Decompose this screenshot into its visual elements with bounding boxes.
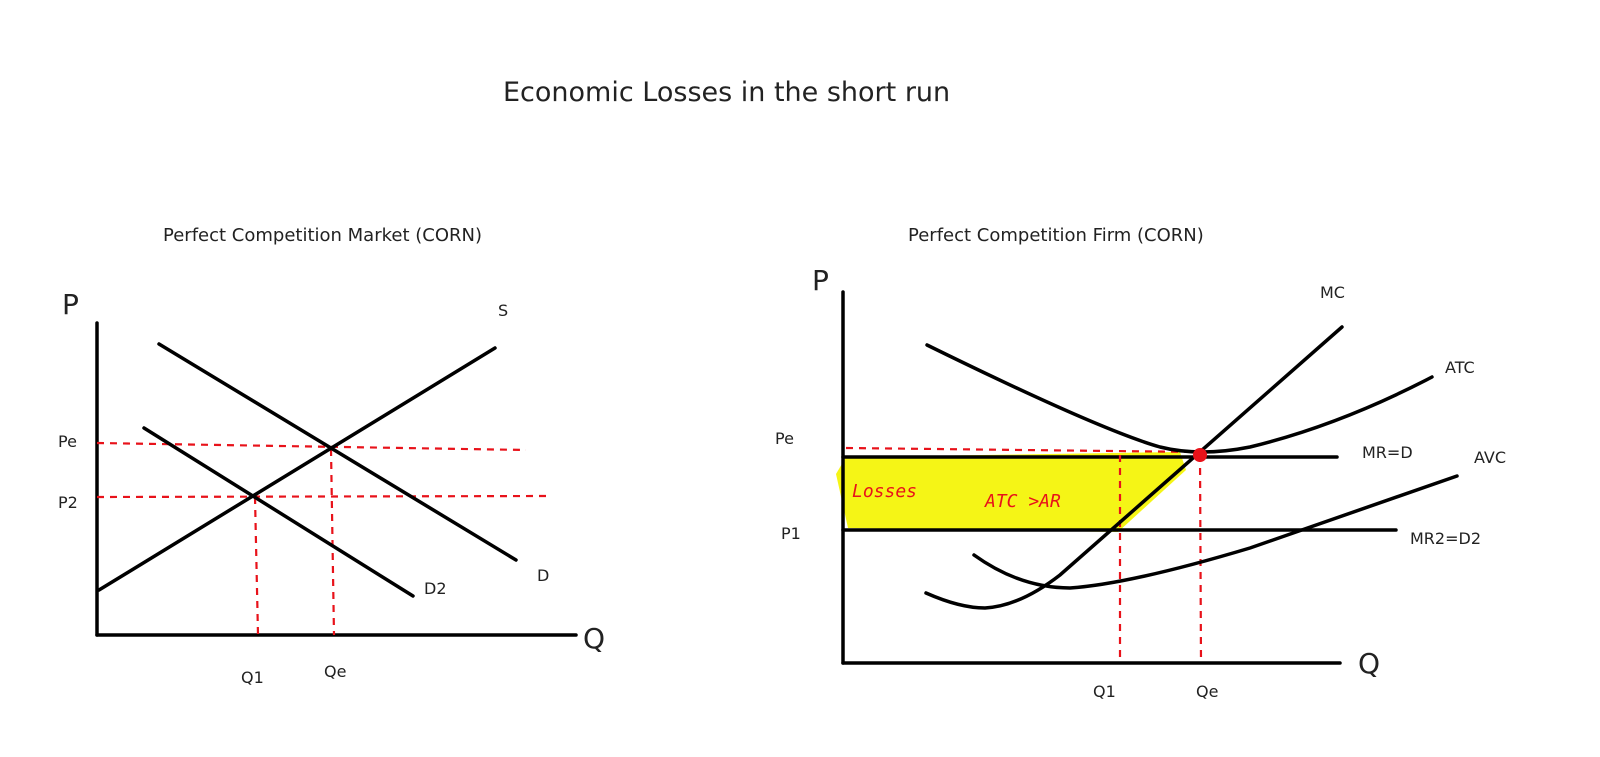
- condition-annotation: ATC >AR: [984, 491, 1061, 512]
- mr2-label: MR2=D2: [1410, 529, 1481, 548]
- market-q1-line: [253, 496, 260, 636]
- demand-label: D: [537, 566, 549, 585]
- firm-pe-label: Pe: [775, 429, 794, 448]
- firm-x-axis-label: Q: [1358, 647, 1380, 680]
- firm-graph: Perfect Competition Firm (CORN) P Q Loss…: [775, 225, 1506, 701]
- supply-curve: [97, 346, 497, 592]
- main-title: Economic Losses in the short run: [503, 77, 950, 108]
- market-p2-line: [96, 494, 549, 499]
- equilibrium-point: [1193, 448, 1207, 462]
- market-graph: Perfect Competition Market (CORN) P Q S …: [58, 225, 605, 687]
- firm-q1-label: Q1: [1093, 682, 1116, 701]
- demand-curve: [157, 342, 518, 562]
- market-pe-label: Pe: [58, 432, 77, 451]
- firm-y-axis-label: P: [812, 264, 829, 297]
- market-y-axis-label: P: [62, 288, 79, 321]
- mc-label: MC: [1320, 283, 1345, 302]
- demand2-curve: [142, 426, 415, 598]
- supply-label: S: [498, 301, 508, 320]
- firm-p1-label: P1: [781, 524, 801, 543]
- firm-qe-line: [1198, 454, 1203, 664]
- market-subtitle: Perfect Competition Market (CORN): [163, 225, 482, 246]
- market-x-axis-label: Q: [583, 622, 605, 655]
- avc-label: AVC: [1474, 448, 1506, 467]
- firm-qe-label: Qe: [1196, 682, 1218, 701]
- losses-annotation: Losses: [852, 481, 917, 502]
- market-qe-label: Qe: [324, 662, 346, 681]
- loss-area: [836, 452, 1186, 532]
- market-qe-line: [329, 448, 336, 636]
- demand2-label: D2: [424, 579, 447, 598]
- avc-curve: [972, 474, 1459, 590]
- firm-subtitle: Perfect Competition Firm (CORN): [908, 225, 1204, 246]
- market-p2-label: P2: [58, 493, 78, 512]
- atc-curve: [925, 343, 1434, 454]
- market-q1-label: Q1: [241, 668, 264, 687]
- mr-label: MR=D: [1362, 443, 1413, 462]
- firm-pe-line: [845, 446, 1201, 454]
- atc-label: ATC: [1445, 358, 1475, 377]
- market-pe-line: [96, 441, 527, 452]
